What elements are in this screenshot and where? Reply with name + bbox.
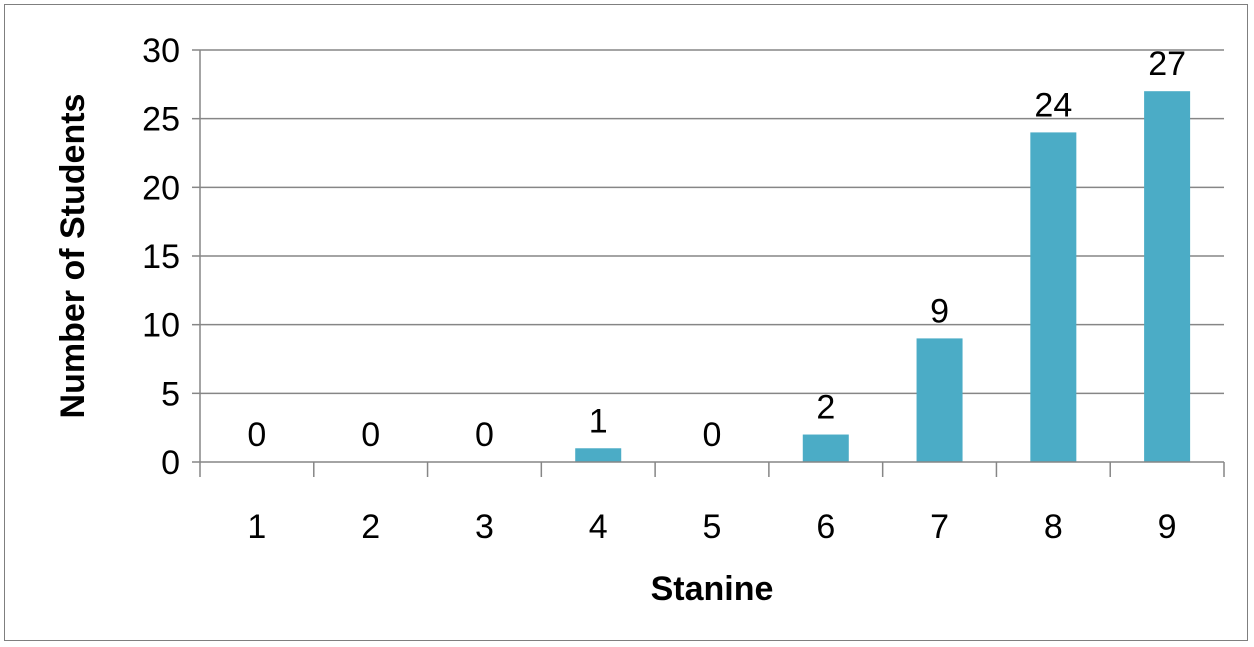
y-tick-label: 5 [161,375,180,413]
x-tick-label: 2 [361,508,380,546]
x-tick-label: 9 [1158,508,1177,546]
y-tick-label: 25 [142,101,180,139]
x-tick-label: 3 [475,508,494,546]
x-tick-label: 4 [589,508,608,546]
axes [192,49,1225,477]
data-label: 0 [361,416,380,454]
data-label: 0 [703,416,722,454]
x-tick-label: 8 [1044,508,1063,546]
data-label: 0 [475,416,494,454]
bar [1030,132,1077,462]
bar [802,434,849,462]
x-tick-label: 7 [930,508,949,546]
x-tick-label: 6 [816,508,835,546]
x-axis-title: Stanine [651,570,774,608]
bar [916,338,963,462]
x-tick-label: 1 [247,508,266,546]
y-axis-title: Number of Students [54,94,92,419]
data-label: 0 [247,416,266,454]
bar [1144,91,1191,462]
data-label: 27 [1148,45,1186,83]
bars [575,91,1191,462]
bar [575,448,622,462]
x-tick-label: 5 [703,508,722,546]
y-tick-label: 30 [142,32,180,70]
y-tick-label: 20 [142,169,180,207]
data-label: 1 [589,402,608,440]
y-tick-label: 0 [161,444,180,482]
data-label: 2 [816,389,835,427]
y-tick-label: 15 [142,238,180,276]
data-label: 9 [930,292,949,330]
data-label: 24 [1034,86,1072,124]
y-tick-label: 10 [142,307,180,345]
